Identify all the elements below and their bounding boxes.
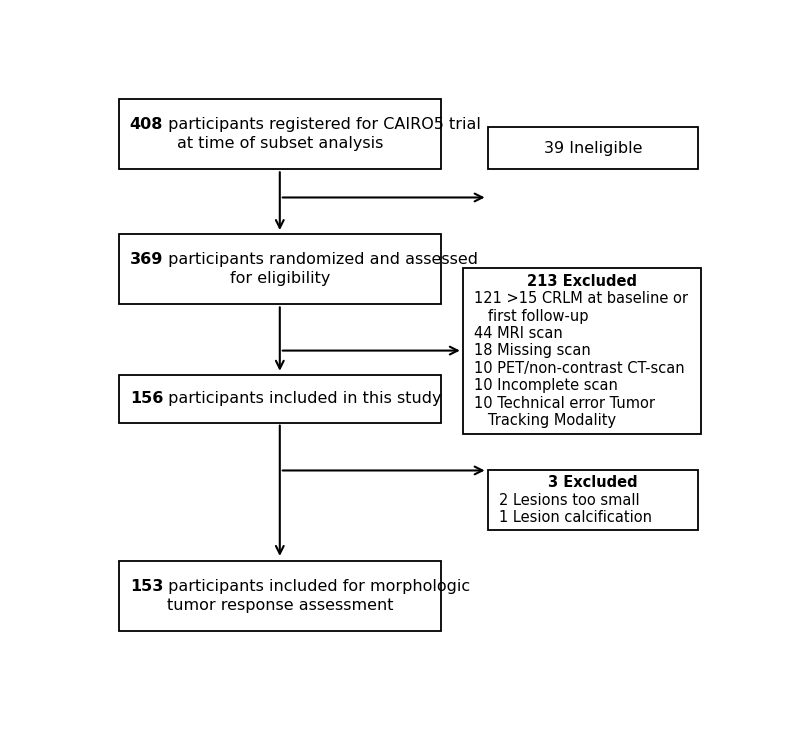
Text: participants included for morphologic: participants included for morphologic: [163, 579, 470, 594]
Text: 39 Ineligible: 39 Ineligible: [544, 141, 642, 156]
Bar: [487, 127, 698, 170]
Text: at time of subset analysis: at time of subset analysis: [177, 136, 383, 151]
Bar: [462, 268, 702, 434]
Text: 408: 408: [130, 117, 163, 132]
Text: 18 Missing scan: 18 Missing scan: [474, 344, 590, 358]
Text: for eligibility: for eligibility: [230, 271, 330, 287]
Text: 2 Lesions too small: 2 Lesions too small: [498, 493, 639, 507]
Text: first follow-up: first follow-up: [474, 308, 588, 324]
Text: tumor response assessment: tumor response assessment: [166, 598, 393, 613]
Text: 3 Excluded: 3 Excluded: [548, 475, 638, 490]
Text: participants included in this study: participants included in this study: [163, 391, 442, 406]
Text: participants randomized and assessed: participants randomized and assessed: [163, 252, 478, 268]
Text: 1 Lesion calcification: 1 Lesion calcification: [498, 510, 652, 525]
Text: participants registered for CAIRO5 trial: participants registered for CAIRO5 trial: [163, 117, 481, 132]
Bar: [118, 234, 441, 304]
Text: 10 Incomplete scan: 10 Incomplete scan: [474, 378, 618, 393]
Text: 10 PET/non-contrast CT-scan: 10 PET/non-contrast CT-scan: [474, 361, 685, 376]
Text: 10 Technical error Tumor: 10 Technical error Tumor: [474, 395, 655, 411]
Text: 213 Excluded: 213 Excluded: [527, 273, 637, 289]
Text: 369: 369: [130, 252, 163, 268]
Bar: [487, 471, 698, 529]
Bar: [118, 99, 441, 170]
Text: Tracking Modality: Tracking Modality: [474, 413, 616, 428]
Bar: [118, 561, 441, 631]
Text: 44 MRI scan: 44 MRI scan: [474, 326, 562, 341]
Text: 156: 156: [130, 391, 163, 406]
Text: 153: 153: [130, 579, 163, 594]
Text: 121 >15 CRLM at baseline or: 121 >15 CRLM at baseline or: [474, 291, 688, 306]
Bar: [118, 375, 441, 423]
